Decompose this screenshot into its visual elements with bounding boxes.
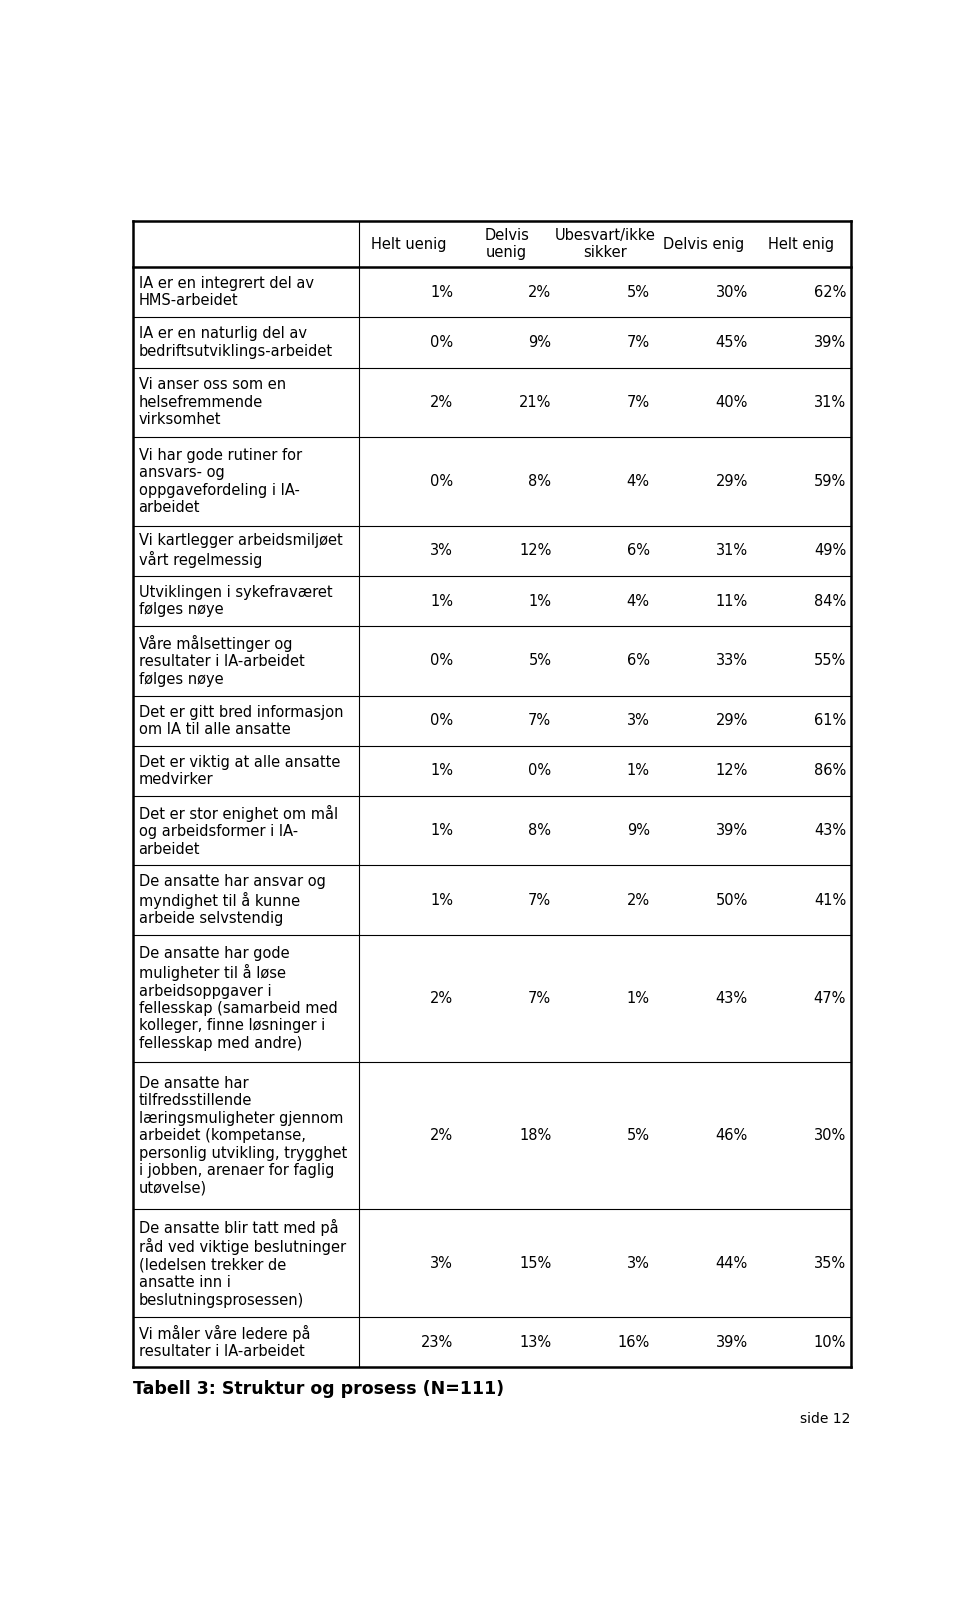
Text: 4%: 4% [627,594,650,608]
Text: Det er viktig at alle ansatte
medvirker: Det er viktig at alle ansatte medvirker [138,755,340,787]
Text: IA er en naturlig del av
bedriftsutviklings-arbeidet: IA er en naturlig del av bedriftsutvikli… [138,326,333,358]
Text: 12%: 12% [715,763,748,779]
Text: 9%: 9% [528,336,551,350]
Text: 5%: 5% [528,653,551,668]
Text: 84%: 84% [814,594,846,608]
Text: 6%: 6% [627,653,650,668]
Text: Vi har gode rutiner for
ansvars- og
oppgavefordeling i IA-
arbeidet: Vi har gode rutiner for ansvars- og oppg… [138,448,301,515]
Text: 43%: 43% [716,990,748,1007]
Text: 1%: 1% [430,823,453,839]
Text: Tabell 3: Struktur og prosess (N=111): Tabell 3: Struktur og prosess (N=111) [133,1379,505,1398]
Text: Vi anser oss som en
helsefremmende
virksomhet: Vi anser oss som en helsefremmende virks… [138,377,286,427]
Text: 45%: 45% [715,336,748,350]
Text: 46%: 46% [715,1127,748,1144]
Text: 49%: 49% [814,544,846,558]
Text: 12%: 12% [519,544,551,558]
Text: 6%: 6% [627,544,650,558]
Text: Vi kartlegger arbeidsmiljøet
vårt regelmessig: Vi kartlegger arbeidsmiljøet vårt regelm… [138,534,343,568]
Text: De ansatte har ansvar og
myndighet til å kunne
arbeide selvstendig: De ansatte har ansvar og myndighet til å… [138,874,325,926]
Text: 5%: 5% [627,1127,650,1144]
Text: 7%: 7% [528,892,551,908]
Text: Det er stor enighet om mål
og arbeidsformer i IA-
arbeidet: Det er stor enighet om mål og arbeidsfor… [138,805,338,857]
Text: 29%: 29% [715,713,748,727]
Text: 1%: 1% [430,763,453,779]
Text: 2%: 2% [528,286,551,300]
Text: 55%: 55% [814,653,846,668]
Text: Våre målsettinger og
resultater i IA-arbeidet
følges nøye: Våre målsettinger og resultater i IA-arb… [138,636,304,687]
Text: 2%: 2% [430,990,453,1007]
Text: 0%: 0% [430,474,453,489]
Text: 41%: 41% [814,892,846,908]
Text: 0%: 0% [430,653,453,668]
Text: Helt enig: Helt enig [768,237,834,252]
Text: 0%: 0% [430,713,453,727]
Text: 16%: 16% [617,1334,650,1350]
Text: 1%: 1% [430,892,453,908]
Text: 31%: 31% [814,395,846,410]
Text: Det er gitt bred informasjon
om IA til alle ansatte: Det er gitt bred informasjon om IA til a… [138,705,343,737]
Text: 18%: 18% [519,1127,551,1144]
Text: 39%: 39% [814,336,846,350]
Text: 7%: 7% [528,990,551,1007]
Text: 35%: 35% [814,1255,846,1271]
Text: 0%: 0% [528,763,551,779]
Text: 40%: 40% [715,395,748,410]
Text: 5%: 5% [627,286,650,300]
Text: 4%: 4% [627,474,650,489]
Text: 1%: 1% [430,286,453,300]
Text: 1%: 1% [627,763,650,779]
Text: 11%: 11% [715,594,748,608]
Text: 15%: 15% [519,1255,551,1271]
Text: Helt uenig: Helt uenig [371,237,446,252]
Text: 10%: 10% [814,1334,846,1350]
Text: 13%: 13% [519,1334,551,1350]
Text: 30%: 30% [715,286,748,300]
Text: 0%: 0% [430,336,453,350]
Text: 1%: 1% [627,990,650,1007]
Text: Utviklingen i sykefraværet
følges nøye: Utviklingen i sykefraværet følges nøye [138,586,332,618]
Text: Delvis
uenig: Delvis uenig [484,227,529,260]
Text: 3%: 3% [627,1255,650,1271]
Text: 2%: 2% [430,1127,453,1144]
Text: 8%: 8% [528,823,551,839]
Text: 39%: 39% [716,1334,748,1350]
Text: 44%: 44% [715,1255,748,1271]
Text: 2%: 2% [627,892,650,908]
Text: 23%: 23% [420,1334,453,1350]
Text: 61%: 61% [814,713,846,727]
Text: 29%: 29% [715,474,748,489]
Text: 7%: 7% [528,713,551,727]
Text: 3%: 3% [627,713,650,727]
Text: 39%: 39% [716,823,748,839]
Text: Ubesvart/ikke
sikker: Ubesvart/ikke sikker [555,227,656,260]
Text: Vi måler våre ledere på
resultater i IA-arbeidet: Vi måler våre ledere på resultater i IA-… [138,1324,310,1360]
Text: 59%: 59% [814,474,846,489]
Text: 21%: 21% [519,395,551,410]
Text: 62%: 62% [814,286,846,300]
Text: 3%: 3% [430,1255,453,1271]
Text: 47%: 47% [814,990,846,1007]
Text: side 12: side 12 [801,1411,851,1426]
Text: 1%: 1% [430,594,453,608]
Text: 31%: 31% [716,544,748,558]
Text: 1%: 1% [528,594,551,608]
Text: 33%: 33% [716,653,748,668]
Text: 9%: 9% [627,823,650,839]
Text: 50%: 50% [715,892,748,908]
Text: 8%: 8% [528,474,551,489]
Text: De ansatte har
tilfredsstillende
læringsmuligheter gjennom
arbeidet (kompetanse,: De ansatte har tilfredsstillende lærings… [138,1076,347,1195]
Text: De ansatte har gode
muligheter til å løse
arbeidsoppgaver i
fellesskap (samarbei: De ansatte har gode muligheter til å løs… [138,947,337,1050]
Text: Delvis enig: Delvis enig [662,237,744,252]
Text: 43%: 43% [814,823,846,839]
Text: IA er en integrert del av
HMS-arbeidet: IA er en integrert del av HMS-arbeidet [138,276,314,308]
Text: 7%: 7% [627,336,650,350]
Text: 86%: 86% [814,763,846,779]
Text: 30%: 30% [814,1127,846,1144]
Text: 3%: 3% [430,544,453,558]
Text: De ansatte blir tatt med på
råd ved viktige beslutninger
(ledelsen trekker de
an: De ansatte blir tatt med på råd ved vikt… [138,1218,346,1308]
Text: 2%: 2% [430,395,453,410]
Text: 7%: 7% [627,395,650,410]
